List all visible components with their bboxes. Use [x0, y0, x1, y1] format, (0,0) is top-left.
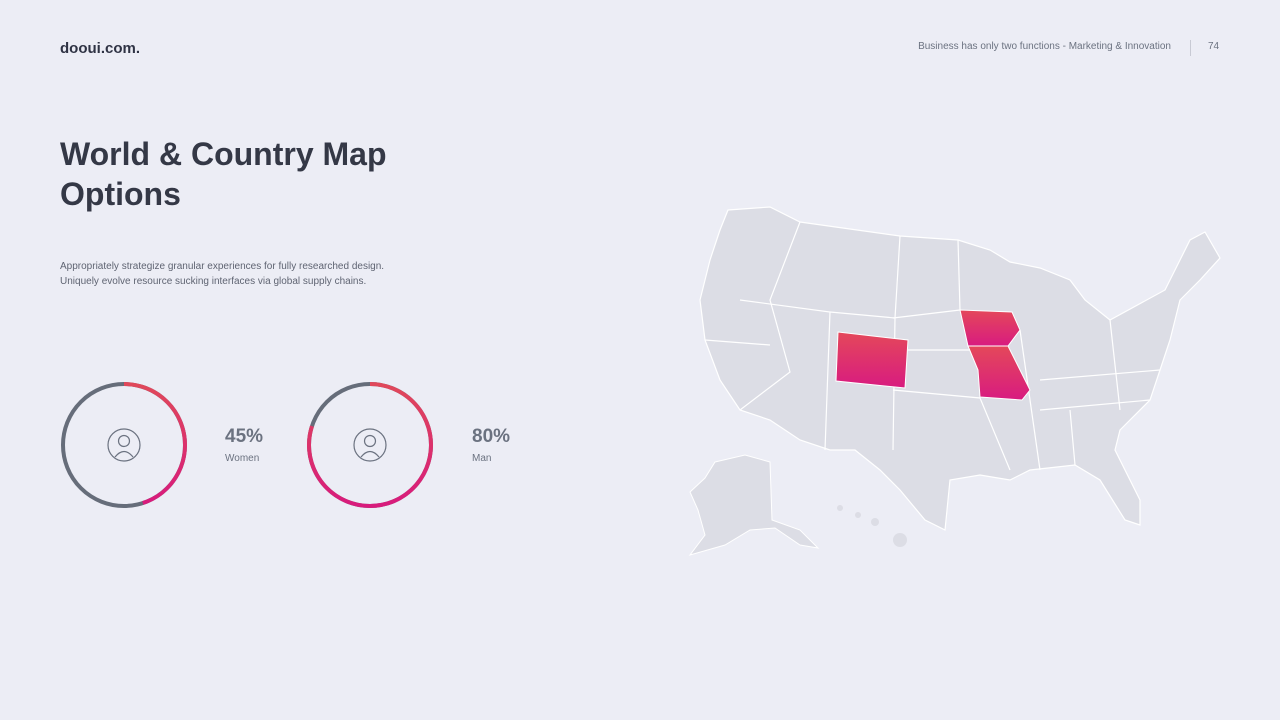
- ring-arc: [123, 382, 187, 505]
- map-hawaii: [837, 505, 907, 547]
- stats-chart: [61, 382, 433, 508]
- icon-head: [117, 434, 131, 448]
- body-line: Uniquely evolve resource sucking interfa…: [60, 276, 367, 287]
- tagline: Business has only two functions - Market…: [918, 41, 1171, 52]
- body-text: Appropriately strategize granular experi…: [60, 259, 384, 289]
- highlighted-state: [835, 331, 909, 389]
- map-land: [699, 206, 1221, 531]
- icon-head: [363, 434, 377, 448]
- highlighted-state: [959, 309, 1021, 347]
- brand: dooui.com.: [60, 40, 140, 57]
- icon-circle: [107, 428, 141, 462]
- us-map: [688, 206, 1221, 556]
- highlighted-state: [967, 345, 1031, 401]
- slide-title: World & Country Map Options: [60, 136, 387, 212]
- icon-body: [360, 450, 380, 458]
- stat-label: Man: [472, 453, 492, 464]
- separator: [1190, 40, 1191, 56]
- icon-circle: [353, 428, 387, 462]
- body-line: Appropriately strategize granular experi…: [60, 261, 385, 272]
- state-borders: [704, 221, 1161, 471]
- page-number: 74: [1208, 41, 1220, 52]
- stat-label: Women: [225, 453, 260, 464]
- stat-value: 45%: [225, 426, 264, 447]
- icon-body: [114, 450, 134, 458]
- ring-arc: [307, 382, 433, 508]
- stat-value: 80%: [472, 426, 511, 447]
- map-alaska: [688, 454, 820, 556]
